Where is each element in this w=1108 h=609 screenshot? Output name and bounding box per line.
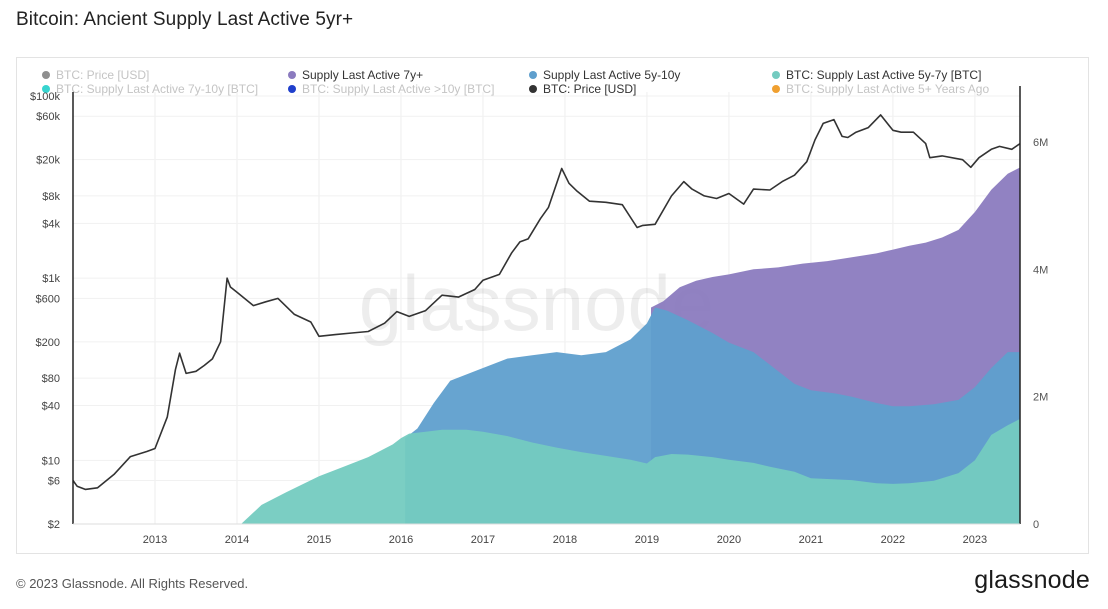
legend-item[interactable]: Supply Last Active 7y+ (288, 68, 423, 82)
x-tick-label: 2022 (881, 534, 905, 546)
legend-label: Supply Last Active 5y-10y (543, 68, 681, 82)
y-left-tick-label: $6 (48, 476, 60, 488)
legend-item[interactable]: BTC: Supply Last Active 7y-10y [BTC] (42, 82, 258, 96)
y-left-tick-label: $4k (42, 218, 60, 230)
y-right-tick-label: 6M (1033, 137, 1048, 149)
legend-swatch-icon (288, 85, 296, 93)
y-left-tick-label: $80 (42, 373, 60, 385)
legend-swatch-icon (288, 71, 296, 79)
y-left-tick-label: $2 (48, 519, 60, 531)
legend-label: BTC: Price [USD] (56, 68, 150, 82)
y-right-tick-label: 4M (1033, 264, 1048, 276)
legend-item[interactable]: BTC: Supply Last Active 5y-7y [BTC] (772, 68, 981, 82)
y-right-tick-label: 0 (1033, 519, 1039, 531)
legend-item[interactable]: BTC: Supply Last Active >10y [BTC] (288, 82, 494, 96)
legend-item[interactable]: BTC: Price [USD] (42, 68, 149, 82)
y-left-tick-label: $10 (42, 455, 60, 467)
legend-swatch-icon (42, 71, 50, 79)
legend-label: BTC: Supply Last Active 5y-7y [BTC] (786, 68, 982, 82)
y-right-tick-label: 2M (1033, 392, 1048, 404)
copyright-text: © 2023 Glassnode. All Rights Reserved. (16, 576, 249, 591)
legend-swatch-icon (772, 85, 780, 93)
legend-item[interactable]: BTC: Price [USD] (529, 82, 636, 96)
legend-swatch-icon (772, 71, 780, 79)
x-tick-label: 2019 (635, 534, 659, 546)
legend-label: BTC: Supply Last Active 7y-10y [BTC] (56, 82, 259, 96)
chart-title: Bitcoin: Ancient Supply Last Active 5yr+ (16, 9, 354, 30)
legend-swatch-icon (42, 85, 50, 93)
x-tick-label: 2013 (143, 534, 167, 546)
legend-item[interactable]: BTC: Supply Last Active 5+ Years Ago (772, 82, 989, 96)
x-tick-label: 2021 (799, 534, 823, 546)
y-left-tick-label: $200 (36, 337, 60, 349)
legend-swatch-icon (529, 71, 537, 79)
y-left-tick-label: $1k (42, 273, 60, 285)
legend-swatch-icon (529, 85, 537, 93)
y-left-tick-label: $100k (30, 91, 60, 103)
legend-label: Supply Last Active 7y+ (302, 68, 424, 82)
y-left-tick-label: $8k (42, 191, 60, 203)
x-tick-label: 2018 (553, 534, 577, 546)
x-tick-label: 2014 (225, 534, 249, 546)
area-series (241, 418, 1020, 524)
price-line (72, 114, 1021, 491)
chart-frame (16, 57, 1089, 554)
legend-item[interactable]: Supply Last Active 5y-10y (529, 68, 680, 82)
legend-label: BTC: Supply Last Active 5+ Years Ago (786, 82, 990, 96)
y-left-tick-label: $20k (36, 155, 60, 167)
x-tick-label: 2020 (717, 534, 741, 546)
x-tick-label: 2023 (963, 534, 987, 546)
brand-logo: glassnode (974, 566, 1090, 594)
y-left-tick-label: $60k (36, 111, 60, 123)
x-tick-label: 2015 (307, 534, 331, 546)
y-left-tick-label: $600 (36, 293, 60, 305)
legend-label: BTC: Supply Last Active >10y [BTC] (302, 82, 495, 96)
x-tick-label: 2017 (471, 534, 495, 546)
y-left-tick-label: $40 (42, 400, 60, 412)
x-tick-label: 2016 (389, 534, 413, 546)
legend-label: BTC: Price [USD] (543, 82, 637, 96)
